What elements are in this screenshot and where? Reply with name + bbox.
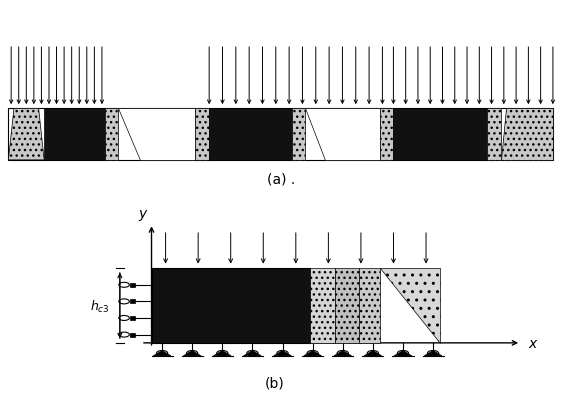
- Bar: [151, 269, 310, 343]
- Polygon shape: [380, 269, 440, 343]
- Polygon shape: [334, 351, 352, 356]
- Polygon shape: [394, 351, 412, 356]
- Text: y: y: [138, 207, 147, 221]
- Polygon shape: [364, 351, 382, 356]
- Polygon shape: [501, 109, 553, 160]
- Bar: [130, 300, 134, 304]
- Bar: [380, 109, 393, 160]
- Bar: [291, 109, 306, 160]
- Bar: [335, 269, 359, 343]
- Polygon shape: [9, 109, 44, 160]
- Bar: [393, 109, 487, 160]
- Bar: [196, 109, 209, 160]
- Polygon shape: [153, 351, 171, 356]
- Bar: [209, 109, 291, 160]
- Polygon shape: [183, 351, 201, 356]
- Bar: [9, 109, 553, 160]
- Bar: [310, 269, 335, 343]
- Bar: [359, 269, 380, 343]
- Polygon shape: [424, 351, 442, 356]
- Text: (a) .: (a) .: [266, 172, 295, 186]
- Polygon shape: [244, 351, 261, 356]
- Polygon shape: [304, 351, 321, 356]
- Polygon shape: [214, 351, 231, 356]
- Bar: [130, 283, 134, 287]
- Text: x: x: [528, 336, 536, 350]
- Bar: [44, 109, 105, 160]
- Polygon shape: [119, 109, 196, 160]
- Bar: [130, 333, 134, 337]
- Polygon shape: [306, 109, 380, 160]
- Bar: [105, 109, 119, 160]
- Text: (b): (b): [265, 375, 285, 389]
- Text: $h_{c3}$: $h_{c3}$: [90, 298, 109, 314]
- Polygon shape: [274, 351, 291, 356]
- Bar: [130, 316, 134, 320]
- Bar: [487, 109, 501, 160]
